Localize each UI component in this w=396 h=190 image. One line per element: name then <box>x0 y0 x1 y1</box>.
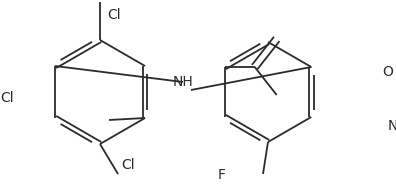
Text: O: O <box>382 65 393 79</box>
Text: Cl: Cl <box>107 8 121 22</box>
Text: Cl: Cl <box>0 91 14 105</box>
Text: F: F <box>218 168 226 182</box>
Text: Cl: Cl <box>121 158 135 172</box>
Text: NH₂: NH₂ <box>388 119 396 133</box>
Text: NH: NH <box>173 75 193 89</box>
